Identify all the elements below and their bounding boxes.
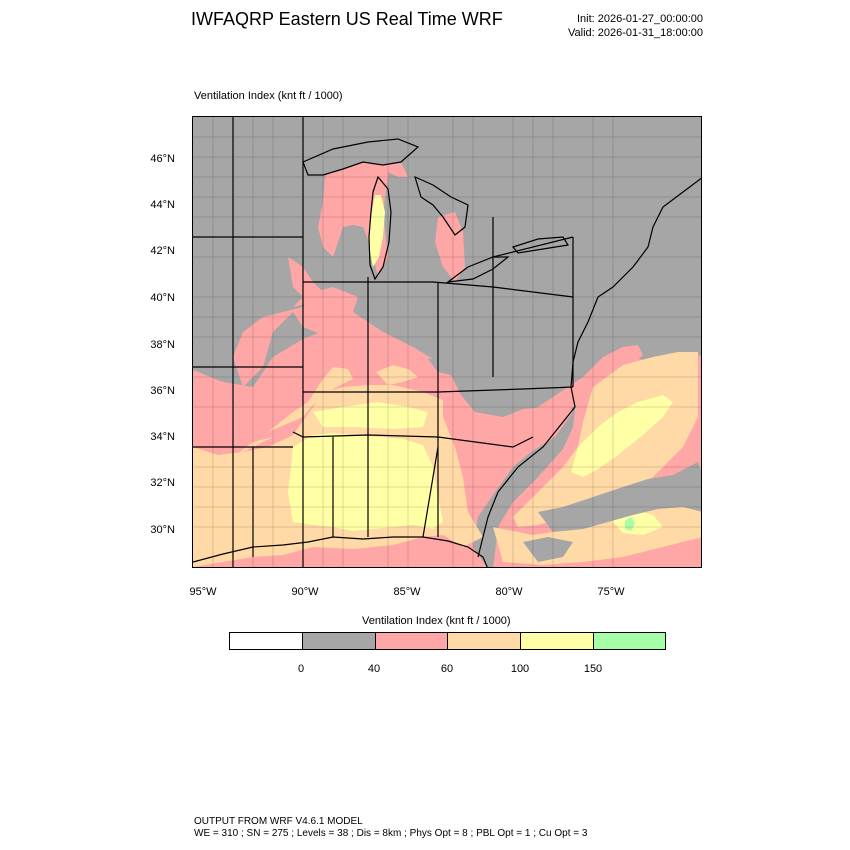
lon-label-85: 85°W — [393, 586, 421, 598]
lat-label-42: 42°N — [150, 245, 175, 257]
colorbar-tick-100: 100 — [510, 663, 530, 675]
colorbar-tick-0: 0 — [297, 663, 305, 675]
lat-label-34: 34°N — [150, 431, 175, 443]
model-info-line: OUTPUT FROM WRF V4.6.1 MODEL — [194, 816, 363, 827]
lat-label-36: 36°N — [150, 385, 175, 397]
init-time: Init: 2026-01-27_00:00:00 — [577, 13, 703, 25]
lat-label-30: 30°N — [150, 524, 175, 536]
lon-label-90: 90°W — [291, 586, 319, 598]
colorbar-box-60-100 — [447, 632, 522, 650]
colorbar-tick-60: 60 — [440, 663, 454, 675]
shade-100-150 — [288, 195, 673, 535]
field-label: Ventilation Index (knt ft / 1000) — [194, 90, 343, 102]
lat-label-44: 44°N — [150, 199, 175, 211]
colorbar-box-below-0 — [229, 632, 303, 650]
colorbar-box-100-150 — [520, 632, 595, 650]
lon-label-80: 80°W — [495, 586, 523, 598]
lat-label-32: 32°N — [150, 477, 175, 489]
colorbar-tick-150: 150 — [583, 663, 603, 675]
colorbar-box-150-plus — [593, 632, 666, 650]
lat-label-40: 40°N — [150, 292, 175, 304]
colorbar-tick-40: 40 — [367, 663, 381, 675]
model-config-line: WE = 310 ; SN = 275 ; Levels = 38 ; Dis … — [194, 828, 588, 839]
boundary-lines — [193, 117, 701, 567]
colorbar-box-0-40 — [301, 632, 376, 650]
lon-label-75: 75°W — [597, 586, 625, 598]
lat-label-46: 46°N — [150, 153, 175, 165]
valid-time: Valid: 2026-01-31_18:00:00 — [568, 27, 703, 39]
county-lines — [193, 117, 701, 567]
lon-label-95: 95°W — [189, 586, 217, 598]
shade-150-plus — [625, 517, 635, 531]
map-canvas — [193, 117, 701, 567]
shade-0-40-ocean — [523, 462, 701, 562]
ventilation-index-map — [192, 116, 702, 568]
colorbar-title: Ventilation Index (knt ft / 1000) — [362, 615, 511, 627]
colorbar — [229, 632, 666, 650]
colorbar-box-40-60 — [374, 632, 449, 650]
plot-title: IWFAQRP Eastern US Real Time WRF — [191, 9, 503, 29]
lat-label-38: 38°N — [150, 339, 175, 351]
